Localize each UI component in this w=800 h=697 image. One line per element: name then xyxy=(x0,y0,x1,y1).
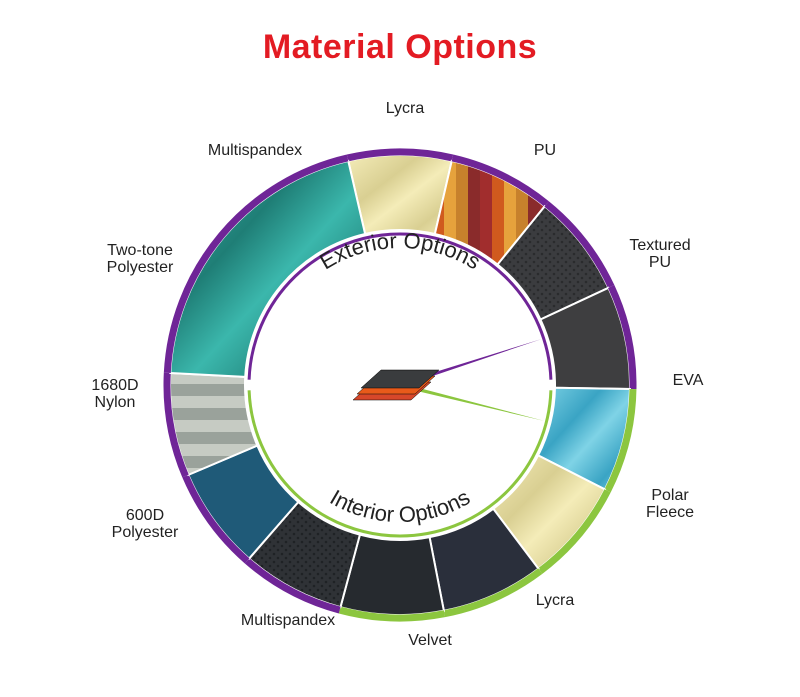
segment-label: Multispandex xyxy=(241,612,335,629)
segment-label: EVA xyxy=(673,372,704,389)
segment-label: Two-tonePolyester xyxy=(107,242,174,276)
segment-label: Lycra xyxy=(536,592,575,609)
segment-label: TexturedPU xyxy=(629,237,690,271)
segment-label: 600DPolyester xyxy=(112,507,179,541)
segment-label: Multispandex xyxy=(208,142,302,159)
segment-label: PU xyxy=(534,142,556,159)
segment-label: Velvet xyxy=(408,632,452,649)
segment-label: PolarFleece xyxy=(646,487,694,521)
segment-label: Lycra xyxy=(386,100,425,117)
segment-lycra xyxy=(348,155,451,234)
material-options-chart: Lycra PU TexturedPU EVA PolarFleece Lycra Velv… xyxy=(0,0,800,697)
segment-label: 1680DNylon xyxy=(91,377,138,411)
